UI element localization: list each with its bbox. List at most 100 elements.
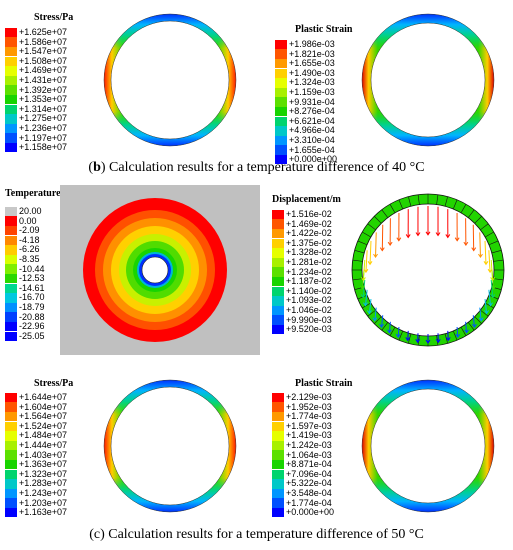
legend-row: +1.469e-02 [272, 219, 332, 230]
legend-label: -12.53 [19, 273, 45, 284]
mesh-line [467, 322, 475, 331]
legend-swatch [5, 331, 17, 342]
legend-row: +9.990e-03 [272, 315, 332, 326]
displacement-arrowhead [478, 317, 484, 322]
legend-swatch [275, 49, 287, 59]
mesh-line [367, 223, 376, 231]
legend-row: +1.625e+07 [5, 27, 67, 38]
mesh-line [352, 259, 363, 262]
legend-row: +2.129e-03 [272, 392, 332, 403]
legend-row: +1.431e+07 [5, 75, 67, 86]
legend-swatch [5, 321, 17, 332]
displacement-arrow [364, 289, 368, 306]
legend-swatch [5, 254, 17, 265]
mesh-line [480, 309, 489, 317]
legend-label: +1.490e-03 [289, 67, 335, 78]
legend-row: +1.821e-03 [275, 49, 335, 60]
legend-label: +2.129e-03 [286, 392, 332, 402]
legend-label: +1.774e-04 [286, 497, 332, 508]
displacement-arrow [381, 315, 384, 328]
legend-swatch [275, 126, 287, 136]
legend-row: +1.323e+07 [5, 469, 67, 480]
legend-row: +1.234e-02 [272, 267, 332, 278]
legend-row: +1.314e+07 [5, 104, 67, 115]
legend-row: +1.516e-02 [272, 209, 332, 220]
legend-swatch [5, 216, 17, 226]
displacement-arrowhead [445, 234, 451, 239]
displacement-arrowhead [363, 302, 368, 307]
mesh-line [488, 240, 499, 246]
legend-row: -10.44 [5, 264, 45, 275]
caption-b: (b) Calculation results for a temperatur… [88, 160, 425, 175]
displacement-arrowhead [373, 253, 378, 259]
legend-swatch [5, 104, 17, 115]
legend-row: -22.96 [5, 321, 45, 332]
legend-label: +1.187e-02 [286, 276, 332, 287]
legend-label: +6.621e-04 [289, 115, 335, 126]
legend-label: +1.516e-02 [286, 209, 332, 219]
mesh-line [474, 216, 482, 224]
legend-swatch [5, 46, 17, 57]
displacement-arrowhead [387, 241, 393, 247]
legend-label: +1.281e-02 [286, 257, 332, 267]
legend-label: +1.655e-04 [289, 144, 335, 155]
legend-row: +1.419e-03 [272, 430, 332, 441]
legend-row: +1.187e-02 [272, 276, 332, 287]
displacement-arrow [456, 326, 459, 338]
legend-row: -14.61 [5, 283, 45, 294]
displacement-arrow [465, 321, 468, 333]
displacement-arrow [472, 315, 475, 328]
legend-label: +1.392e+07 [19, 84, 68, 95]
legend-swatch [5, 302, 17, 313]
legend-row: +1.586e+07 [5, 37, 67, 48]
legend-row: +1.604e+07 [5, 402, 67, 413]
legend-row: +1.655e-03 [275, 58, 335, 69]
legend-label: +1.986e-03 [289, 39, 335, 49]
displacement-arrowhead [472, 323, 477, 329]
legend-row: +1.243e+07 [5, 488, 67, 499]
mesh-line [444, 333, 448, 344]
displacement-arrowhead [415, 232, 421, 237]
legend-swatch [5, 273, 17, 284]
legend-label: +1.564e+07 [19, 411, 68, 422]
legend-label: +1.625e+07 [19, 27, 68, 37]
legend-label: +1.469e-02 [286, 218, 332, 229]
legend-swatch [272, 469, 284, 480]
legend-swatch [272, 421, 284, 432]
legend-row: +1.140e-02 [272, 286, 332, 297]
legend-label: +1.236e+07 [19, 123, 68, 133]
legend-label: +1.363e+07 [19, 459, 68, 470]
caption-c: (c) Calculation results for a temperatur… [89, 527, 424, 542]
legend-swatch [5, 94, 17, 105]
legend-swatch [275, 78, 287, 88]
legend-swatch [275, 106, 287, 117]
legend-label: -25.05 [19, 330, 45, 341]
caption-c-letter: c [93, 527, 101, 542]
legend-swatch [275, 145, 287, 155]
legend-swatch [5, 56, 17, 67]
legend-swatch [5, 225, 17, 236]
mesh-line [367, 309, 376, 317]
legend-label: +1.163e+07 [19, 507, 68, 518]
displacement-arrow [388, 321, 391, 333]
legend-row: -16.70 [5, 292, 45, 303]
legend-label: +1.158e+07 [19, 142, 68, 153]
legend-label: +9.990e-03 [286, 314, 332, 325]
legend-swatch [5, 37, 17, 47]
legend-label: +7.096e-04 [286, 468, 332, 479]
displacement-arrow [490, 259, 494, 281]
displacement-arrow [488, 250, 491, 273]
legend-label: +1.375e-02 [286, 237, 332, 248]
legend-label: -10.44 [19, 263, 45, 274]
mesh-line [460, 327, 467, 336]
legend-label: +9.931e-04 [289, 96, 335, 107]
legend-swatch [272, 209, 284, 220]
legend-swatch [5, 75, 17, 86]
legend-swatch [272, 498, 284, 508]
mesh-line [460, 204, 467, 213]
legend-row: +1.469e+07 [5, 65, 67, 76]
displacement-arrow [365, 250, 368, 273]
legend-swatch [5, 479, 17, 489]
legend-label: -6.26 [19, 244, 40, 255]
mesh-line [381, 209, 389, 218]
